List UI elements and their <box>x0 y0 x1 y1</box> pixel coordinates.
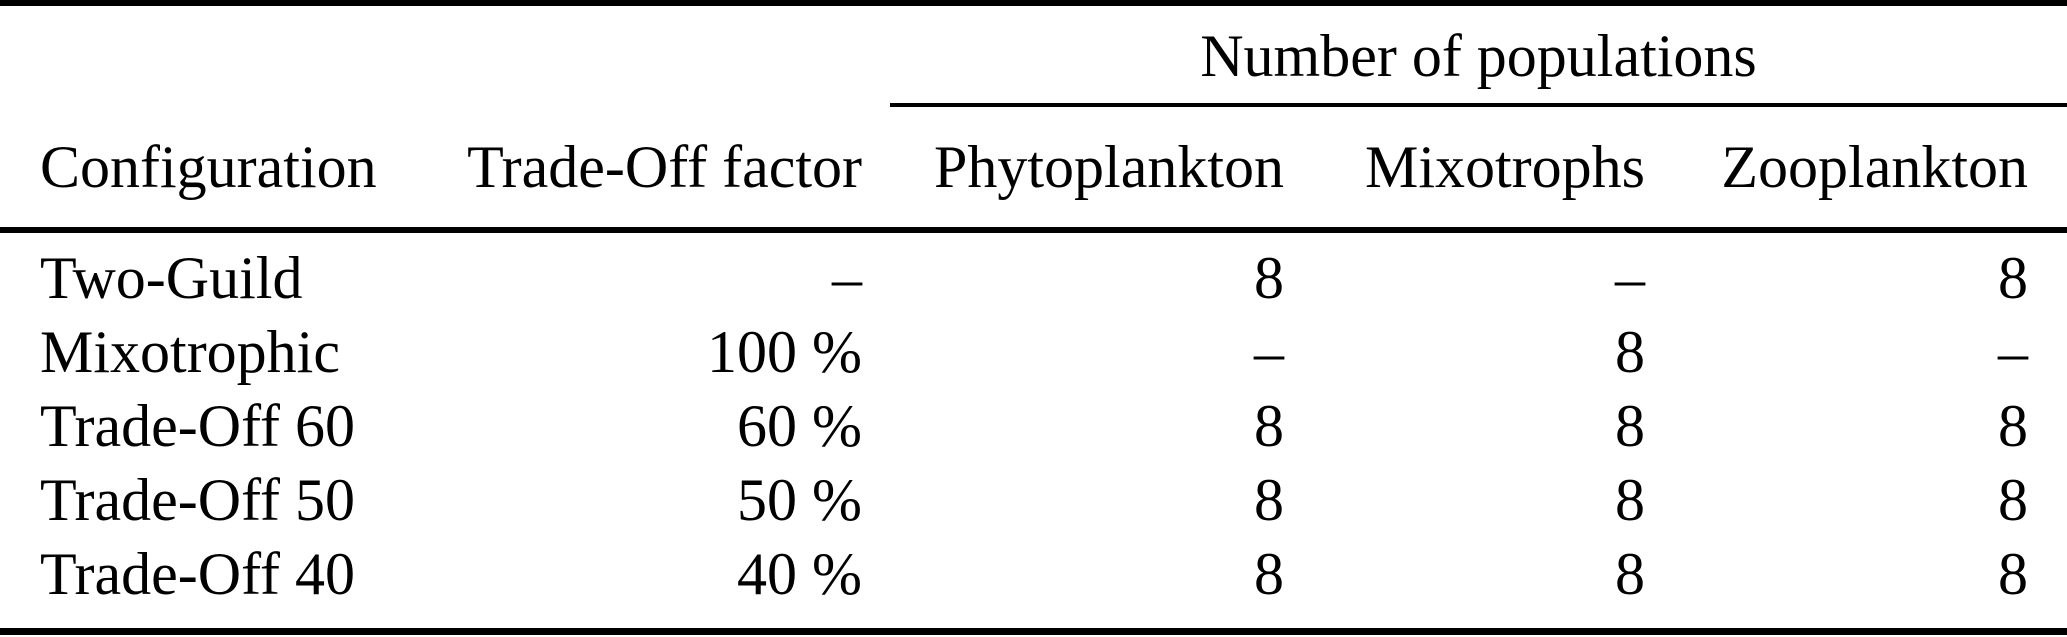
cell-configuration: Two-Guild <box>40 244 303 311</box>
cell-phytoplankton: 8 <box>1254 540 1284 607</box>
table-row: Two-Guild – 8 – 8 <box>0 241 2067 315</box>
bottom-rule <box>0 628 2067 635</box>
cell-zooplankton: – <box>1998 318 2028 385</box>
cell-mixotrophs: 8 <box>1615 466 1645 533</box>
cell-tradeoff-factor: 60 % <box>737 392 862 459</box>
cell-phytoplankton: 8 <box>1254 392 1284 459</box>
cell-zooplankton: 8 <box>1998 244 2028 311</box>
table-body: Two-Guild – 8 – 8 Mixotrophic 100 % – 8 … <box>0 241 2067 611</box>
col-header-configuration: Configuration <box>40 133 377 200</box>
cell-mixotrophs: 8 <box>1615 318 1645 385</box>
table-row: Mixotrophic 100 % – 8 – <box>0 315 2067 389</box>
cell-zooplankton: 8 <box>1998 466 2028 533</box>
table-row: Trade-Off 40 40 % 8 8 8 <box>0 537 2067 611</box>
table-row: Trade-Off 50 50 % 8 8 8 <box>0 463 2067 537</box>
span-header-number-of-populations: Number of populations <box>1200 23 1757 89</box>
top-rule <box>0 0 2067 6</box>
cell-mixotrophs: – <box>1615 244 1645 311</box>
cmid-rule <box>890 103 2067 107</box>
header-row: Configuration Trade-Off factor Phytoplan… <box>0 107 2067 227</box>
mid-rule <box>0 227 2067 233</box>
cell-configuration: Trade-Off 50 <box>40 466 355 533</box>
cell-tradeoff-factor: – <box>832 244 862 311</box>
cell-zooplankton: 8 <box>1998 392 2028 459</box>
cell-tradeoff-factor: 100 % <box>707 318 862 385</box>
cell-mixotrophs: 8 <box>1615 540 1645 607</box>
col-header-phytoplankton: Phytoplankton <box>933 133 1284 200</box>
col-header-tradeoff-factor: Trade-Off factor <box>467 133 862 200</box>
table-row: Trade-Off 60 60 % 8 8 8 <box>0 389 2067 463</box>
cell-zooplankton: 8 <box>1998 540 2028 607</box>
cell-tradeoff-factor: 50 % <box>737 466 862 533</box>
col-header-mixotrophs: Mixotrophs <box>1364 133 1645 200</box>
cell-phytoplankton: – <box>1254 318 1284 385</box>
cell-mixotrophs: 8 <box>1615 392 1645 459</box>
cell-phytoplankton: 8 <box>1254 244 1284 311</box>
cell-configuration: Trade-Off 60 <box>40 392 355 459</box>
cell-phytoplankton: 8 <box>1254 466 1284 533</box>
cell-configuration: Mixotrophic <box>40 318 340 385</box>
cell-configuration: Trade-Off 40 <box>40 540 355 607</box>
cell-tradeoff-factor: 40 % <box>737 540 862 607</box>
col-header-zooplankton: Zooplankton <box>1721 133 2028 200</box>
